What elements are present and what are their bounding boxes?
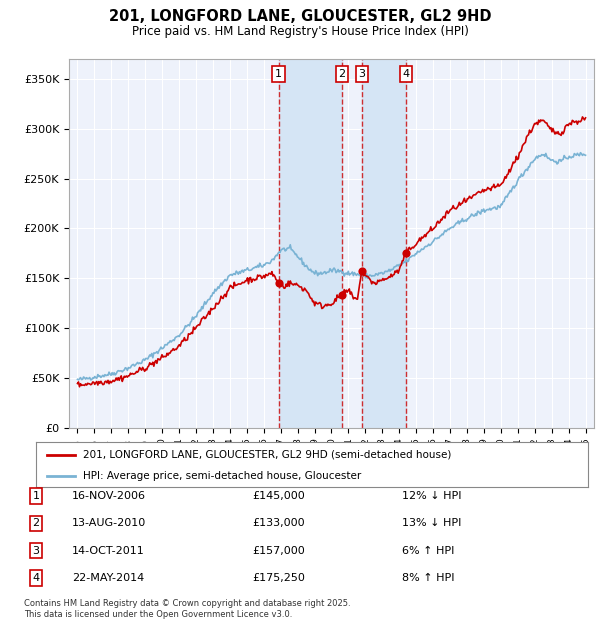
Text: 4: 4: [32, 573, 40, 583]
Bar: [278, 59, 342, 428]
Bar: [362, 59, 406, 428]
Text: £175,250: £175,250: [252, 573, 305, 583]
Text: 201, LONGFORD LANE, GLOUCESTER, GL2 9HD: 201, LONGFORD LANE, GLOUCESTER, GL2 9HD: [109, 9, 491, 24]
Text: 3: 3: [32, 546, 40, 556]
Text: £133,000: £133,000: [252, 518, 305, 528]
Text: 8% ↑ HPI: 8% ↑ HPI: [402, 573, 455, 583]
Text: 16-NOV-2006: 16-NOV-2006: [72, 491, 146, 501]
Text: Contains HM Land Registry data © Crown copyright and database right 2025.
This d: Contains HM Land Registry data © Crown c…: [24, 600, 350, 619]
Point: [274, 278, 283, 288]
Point: [337, 290, 347, 300]
Text: 22-MAY-2014: 22-MAY-2014: [72, 573, 144, 583]
Text: 1: 1: [32, 491, 40, 501]
Text: 2: 2: [32, 518, 40, 528]
Point: [357, 267, 367, 277]
Text: Price paid vs. HM Land Registry's House Price Index (HPI): Price paid vs. HM Land Registry's House …: [131, 25, 469, 38]
Text: 4: 4: [402, 69, 409, 79]
Text: 13% ↓ HPI: 13% ↓ HPI: [402, 518, 461, 528]
Text: 2: 2: [338, 69, 346, 79]
Text: 6% ↑ HPI: 6% ↑ HPI: [402, 546, 454, 556]
Text: 201, LONGFORD LANE, GLOUCESTER, GL2 9HD (semi-detached house): 201, LONGFORD LANE, GLOUCESTER, GL2 9HD …: [83, 450, 451, 459]
Text: 3: 3: [358, 69, 365, 79]
Text: £157,000: £157,000: [252, 546, 305, 556]
Text: 14-OCT-2011: 14-OCT-2011: [72, 546, 145, 556]
Text: 13-AUG-2010: 13-AUG-2010: [72, 518, 146, 528]
Text: 12% ↓ HPI: 12% ↓ HPI: [402, 491, 461, 501]
Text: 1: 1: [275, 69, 282, 79]
Text: HPI: Average price, semi-detached house, Gloucester: HPI: Average price, semi-detached house,…: [83, 471, 361, 480]
Text: £145,000: £145,000: [252, 491, 305, 501]
Point: [401, 248, 410, 258]
